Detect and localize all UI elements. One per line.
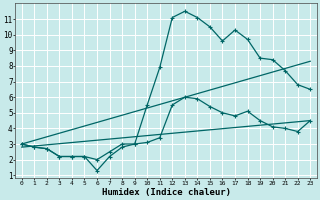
X-axis label: Humidex (Indice chaleur): Humidex (Indice chaleur) (101, 188, 230, 197)
